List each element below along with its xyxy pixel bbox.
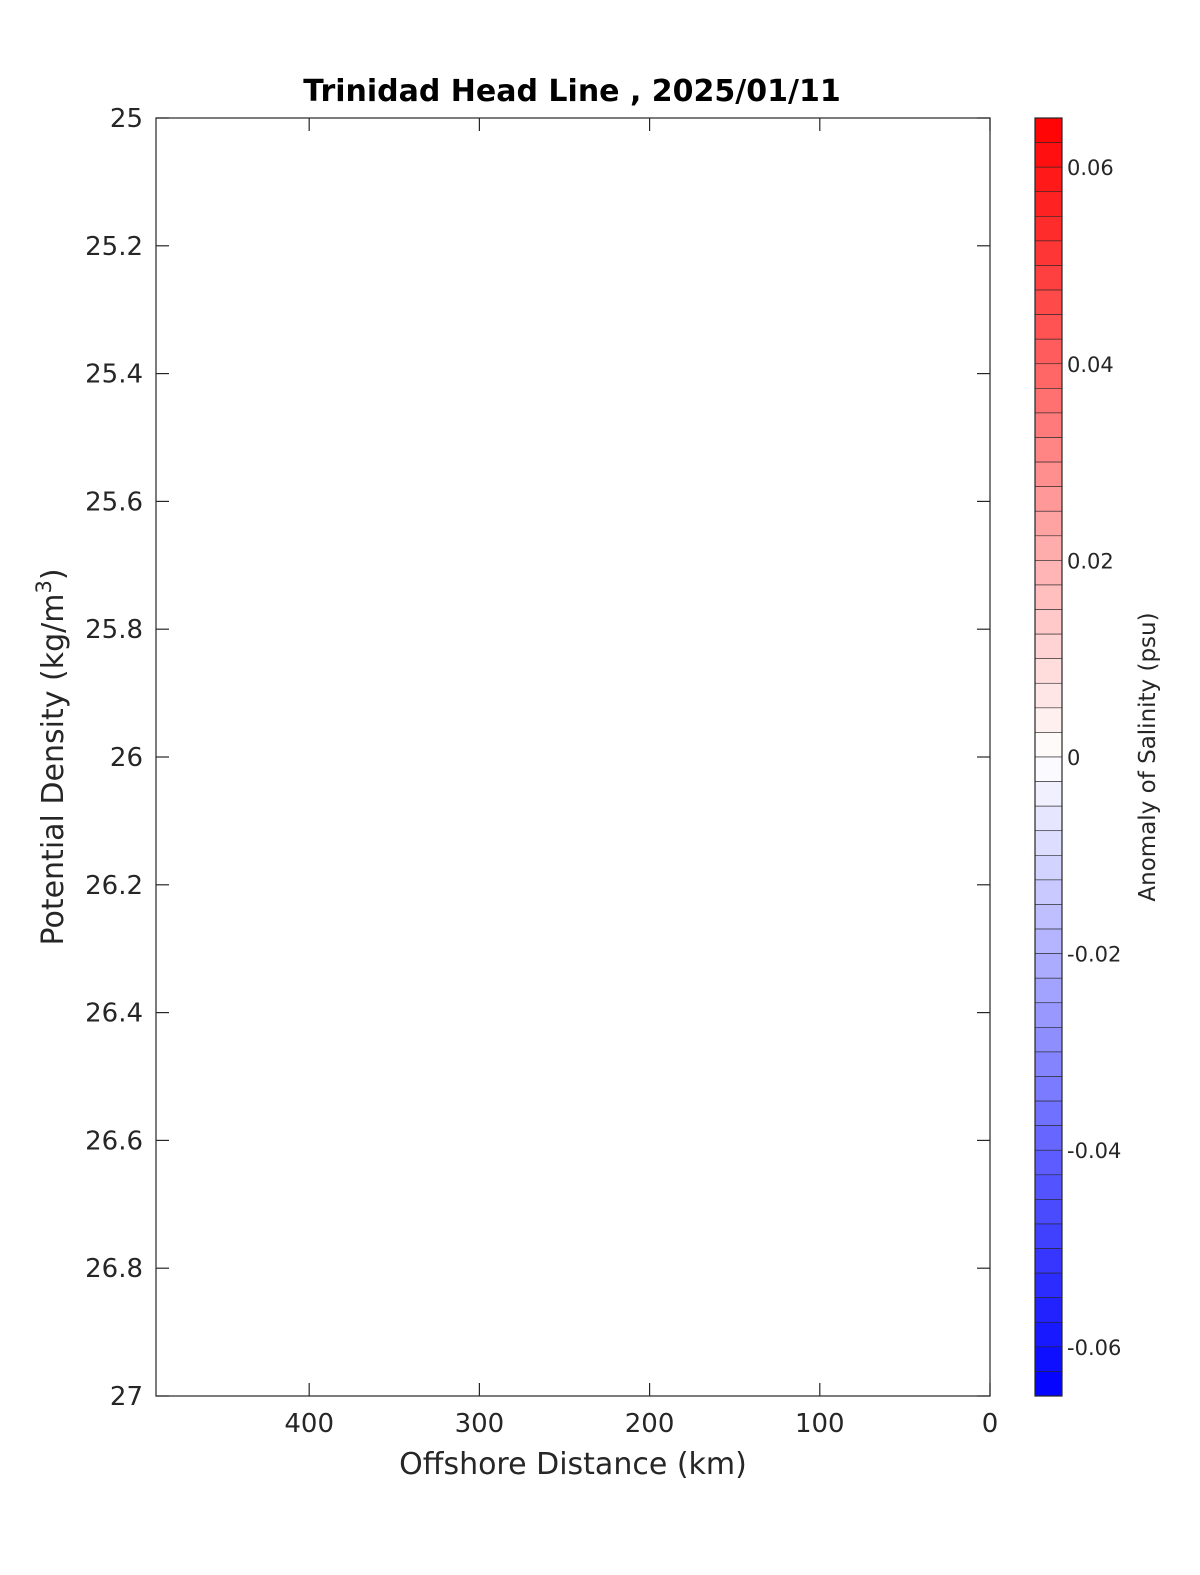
colorbar-level — [1034, 191, 1063, 217]
colorbar-level — [1034, 682, 1063, 709]
colorbar-tick-label: 0.06 — [1067, 156, 1114, 180]
y-tick-label: 27 — [110, 1382, 143, 1412]
colorbar-level — [1034, 388, 1063, 414]
plot-area — [156, 118, 990, 1396]
colorbar-level — [1034, 265, 1063, 291]
colorbar-tick-label: 0.02 — [1067, 549, 1114, 573]
plot-frame — [155, 117, 991, 1397]
colorbar-level — [1034, 338, 1063, 365]
y-tick-label: 26.4 — [85, 999, 143, 1029]
colorbar-level — [1034, 781, 1063, 807]
colorbar-level — [1034, 879, 1063, 905]
colorbar-tick-label: 0 — [1067, 746, 1080, 770]
x-tick-label: 300 — [455, 1409, 505, 1439]
colorbar-level — [1034, 633, 1063, 659]
x-axis-label: Offshore Distance (km) — [399, 1447, 747, 1482]
colorbar-level — [1034, 732, 1063, 758]
y-tick-label: 25 — [110, 104, 143, 134]
y-tick-label: 26.2 — [85, 871, 143, 901]
colorbar-level — [1034, 166, 1063, 193]
x-axis-ticks: 400 300 200 100 0 — [284, 118, 998, 1439]
colorbar — [1034, 117, 1063, 1397]
colorbar-level — [1034, 1002, 1063, 1028]
colorbar-level — [1034, 707, 1063, 733]
y-tick-label: 25.6 — [85, 487, 143, 517]
x-tick-label: 200 — [625, 1409, 675, 1439]
colorbar-level — [1034, 117, 1063, 143]
colorbar-level — [1034, 216, 1063, 242]
colorbar-level — [1034, 412, 1063, 438]
colorbar-level — [1034, 904, 1063, 930]
colorbar-level — [1034, 1272, 1063, 1298]
colorbar-level — [1034, 314, 1063, 340]
x-tick-label: 100 — [795, 1409, 845, 1439]
colorbar-level — [1034, 609, 1063, 635]
colorbar-level — [1034, 142, 1063, 168]
colorbar-label: Anomaly of Salinity (psu) — [1135, 612, 1161, 901]
colorbar-frame — [1034, 117, 1063, 1397]
colorbar-level — [1034, 1321, 1063, 1348]
x-tick-label: 0 — [982, 1409, 999, 1439]
colorbar-level — [1034, 535, 1063, 561]
y-axis-label-superscript: 3 — [32, 580, 56, 593]
x-tick-label: 400 — [284, 1409, 334, 1439]
colorbar-tick-label: -0.04 — [1067, 1139, 1121, 1163]
colorbar-level — [1034, 1051, 1063, 1077]
colorbar-level — [1034, 1100, 1063, 1126]
y-tick-label: 26 — [110, 743, 143, 773]
colorbar-level — [1034, 1174, 1063, 1200]
y-axis-label-main: Potential Density (kg/m — [36, 594, 71, 946]
colorbar-tick-label: -0.02 — [1067, 943, 1121, 967]
colorbar-level — [1034, 560, 1063, 586]
colorbar-level — [1034, 977, 1063, 1004]
colorbar-level — [1034, 953, 1063, 979]
colorbar-level — [1034, 1149, 1063, 1176]
y-tick-label: 25.8 — [85, 615, 143, 645]
y-tick-label: 25.2 — [85, 232, 143, 262]
colorbar-level — [1034, 584, 1063, 610]
colorbar-level — [1034, 830, 1063, 856]
colorbar-level — [1034, 1371, 1063, 1397]
y-axis-ticks: 25 25.2 25.4 25.6 25.8 26 26.2 26.4 26.6 26.8 27 — [85, 104, 990, 1412]
colorbar-level — [1034, 658, 1063, 684]
colorbar-level — [1034, 1223, 1063, 1249]
y-tick-label: 26.6 — [85, 1126, 143, 1156]
colorbar-level — [1034, 240, 1063, 266]
colorbar-level — [1034, 461, 1063, 487]
colorbar-level — [1034, 1199, 1063, 1225]
colorbar-level — [1034, 805, 1063, 832]
colorbar-level — [1034, 1297, 1063, 1323]
colorbar-level — [1034, 1027, 1063, 1053]
colorbar-level — [1034, 510, 1063, 537]
chart-title: Trinidad Head Line , 2025/01/11 — [303, 74, 840, 109]
colorbar-tick-label: 0.04 — [1067, 353, 1114, 377]
colorbar-level — [1034, 1125, 1063, 1151]
y-tick-label: 25.4 — [85, 360, 143, 390]
colorbar-level — [1034, 1346, 1063, 1372]
colorbar-level — [1034, 756, 1063, 782]
colorbar-tick-label: -0.06 — [1067, 1336, 1121, 1360]
colorbar-level — [1034, 289, 1063, 315]
colorbar-level — [1034, 437, 1063, 463]
colorbar-ticks: 0.06 0.04 0.02 0 -0.02 -0.04 -0.06 — [1067, 156, 1121, 1360]
y-axis-label-close: ) — [36, 568, 71, 580]
colorbar-level — [1034, 855, 1063, 881]
colorbar-level — [1034, 1248, 1063, 1274]
colorbar-level — [1034, 486, 1063, 512]
y-axis-label: Potential Density (kg/m3) — [32, 568, 71, 945]
colorbar-level — [1034, 363, 1063, 389]
colorbar-level — [1034, 928, 1063, 954]
y-tick-label: 26.8 — [85, 1254, 143, 1284]
colorbar-level — [1034, 1076, 1063, 1102]
